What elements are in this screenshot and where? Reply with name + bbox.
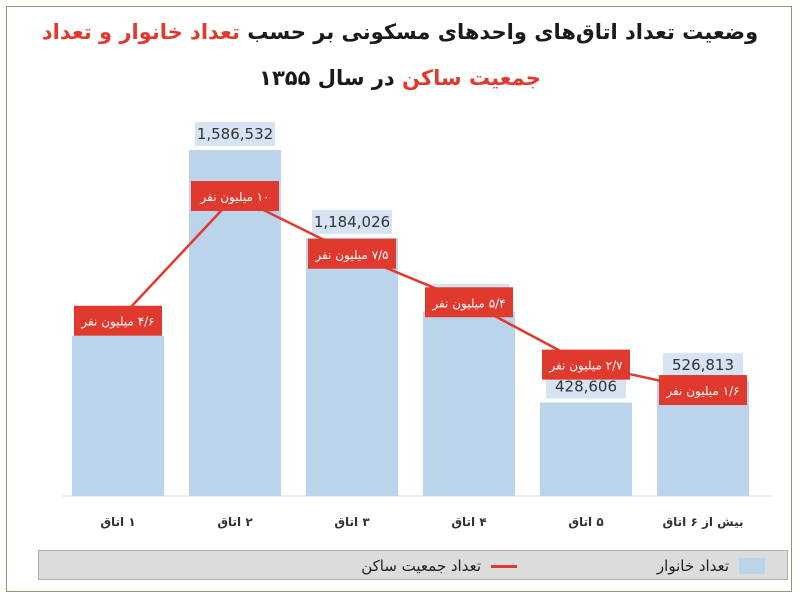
bar-value-label-bg	[312, 209, 392, 234]
title-black-part-2: در سال ۱۳۵۵	[259, 66, 395, 90]
line-point-label: ۱۰ میلیون نفر	[199, 190, 269, 205]
bar-value-label: 1,184,026	[314, 213, 390, 231]
x-tick-label: ۳ اتاق	[334, 515, 370, 529]
bar-value-label-bg	[663, 353, 743, 378]
bar-households	[540, 402, 632, 496]
line-point-label-bg	[659, 375, 747, 406]
bar-households	[423, 311, 515, 496]
legend: تعداد خانوار تعداد جمعیت ساکن	[38, 550, 788, 580]
line-point-label-bg	[308, 238, 396, 269]
legend-population-label: تعداد جمعیت ساکن	[361, 557, 481, 575]
bar-value-label: 428,606	[555, 378, 617, 396]
line-point-label-bg	[74, 305, 162, 336]
chart-title-line-1: وضعیت تعداد اتاق‌های واحدهای مسکونی بر ح…	[0, 20, 800, 44]
x-tick-label: بیش از ۶ اتاق	[662, 515, 743, 529]
bar-value-label-bg	[195, 122, 275, 146]
legend-line-swatch	[491, 564, 517, 568]
chart-title-line-2: جمعیت ساکن در سال ۱۳۵۵	[0, 66, 800, 90]
line-point-label: ۷/۵ میلیون نفر	[314, 248, 388, 263]
line-point-label: ۲/۷ میلیون نفر	[548, 359, 623, 374]
x-tick-label: ۴ اتاق	[451, 515, 486, 529]
line-point-label: ۱/۶ میلیون نفر	[665, 384, 739, 399]
bar-households	[306, 237, 398, 496]
x-tick-label: ۲ اتاق	[217, 515, 253, 529]
line-point-label: ۵/۴ میلیون نفر	[431, 296, 505, 311]
legend-bar-swatch	[739, 558, 765, 574]
bar-value-label: 1,586,532	[197, 125, 273, 143]
line-point-label-bg	[425, 287, 513, 318]
legend-population: تعداد جمعیت ساکن	[361, 555, 517, 577]
legend-households-label: تعداد خانوار	[656, 557, 729, 575]
title-red-part-2: جمعیت ساکن	[402, 66, 541, 90]
bar-households	[72, 335, 164, 496]
title-black-part: وضعیت تعداد اتاق‌های واحدهای مسکونی بر ح…	[247, 20, 759, 44]
bar-value-label: 526,813	[672, 356, 734, 374]
line-point-label-bg	[191, 181, 279, 211]
line-point-label: ۴/۶ میلیون نفر	[80, 315, 154, 330]
x-tick-label: ۱ اتاق	[100, 515, 135, 529]
line-point-label-bg	[542, 349, 630, 380]
x-tick-label: ۵ اتاق	[568, 515, 603, 529]
title-red-part: تعداد خانوار و تعداد	[41, 20, 240, 44]
legend-households: تعداد خانوار	[657, 555, 765, 577]
